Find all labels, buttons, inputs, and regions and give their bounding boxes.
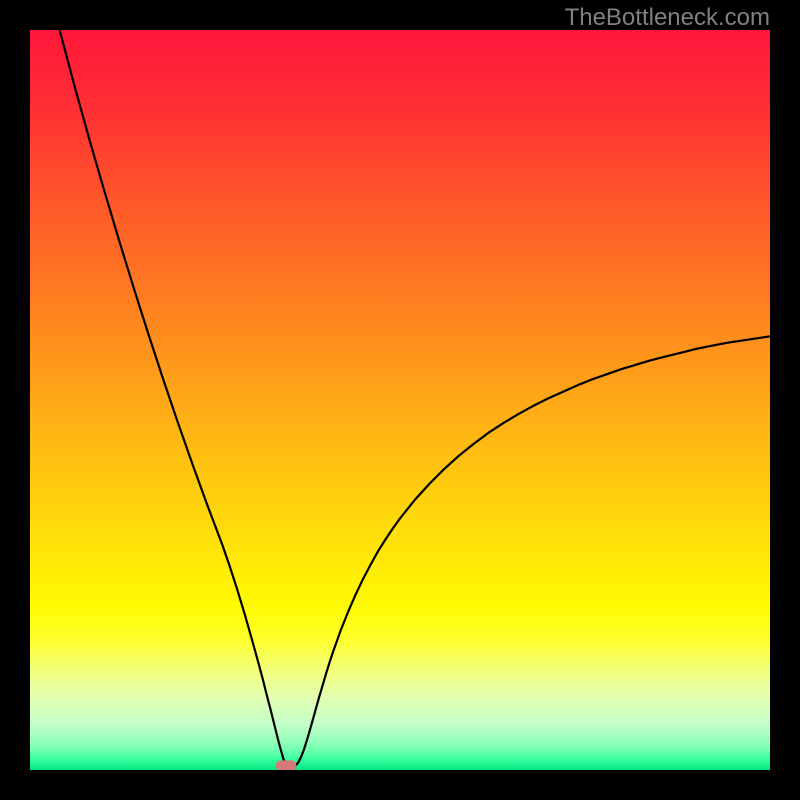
watermark-text: TheBottleneck.com [565, 4, 770, 32]
bottleneck-chart [30, 30, 770, 770]
plot-area [30, 30, 770, 770]
chart-frame: TheBottleneck.com [0, 0, 800, 800]
minimum-marker [276, 760, 297, 770]
gradient-background [30, 30, 770, 770]
